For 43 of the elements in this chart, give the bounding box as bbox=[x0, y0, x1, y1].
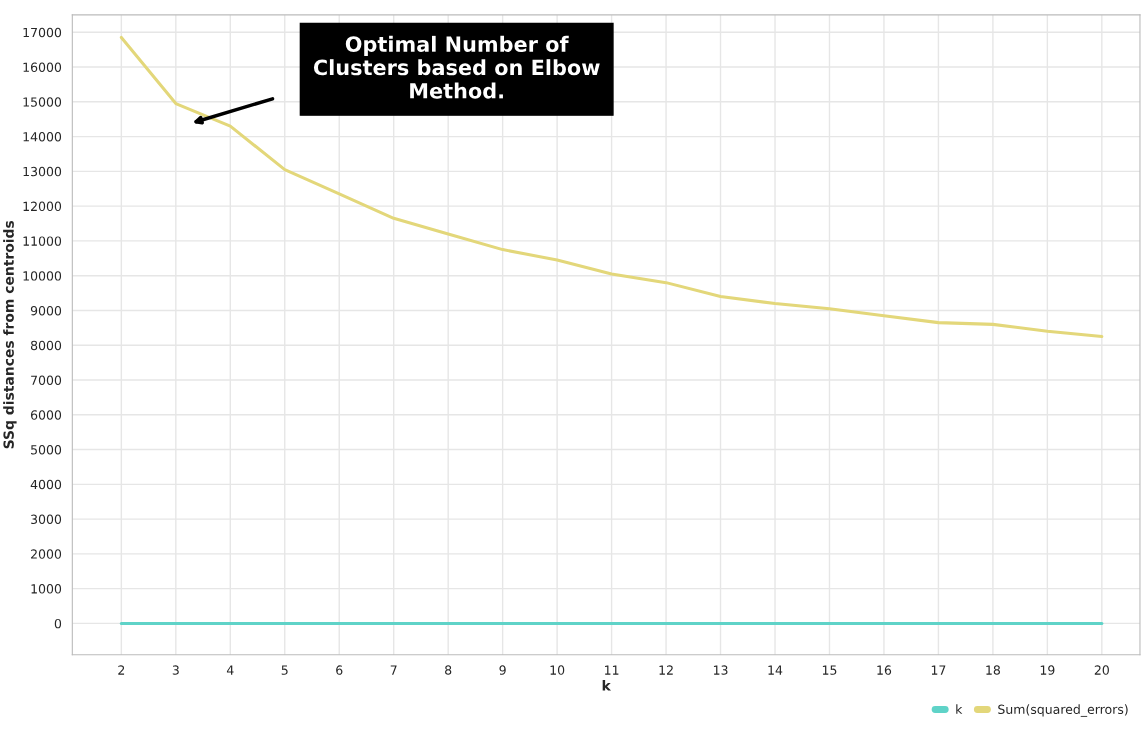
y-tick-label: 5000 bbox=[31, 445, 62, 455]
y-tick-label: 12000 bbox=[23, 201, 62, 212]
y-tick-label: 8000 bbox=[30, 340, 62, 351]
annotation: Optimal Number of Clusters based on Elbow Method. bbox=[313, 35, 600, 99]
x-tick-label: 16 bbox=[877, 665, 892, 675]
x-tick-label: 19 bbox=[1040, 665, 1055, 675]
y-tick-label: 9000 bbox=[30, 305, 62, 316]
x-tick-label: 5 bbox=[281, 665, 288, 675]
y-tick-label: 7000 bbox=[31, 375, 62, 385]
x-tick-label: 8 bbox=[445, 665, 452, 675]
x-tick-label: 18 bbox=[986, 665, 1000, 675]
x-tick-label: 10 bbox=[550, 665, 565, 675]
x-tick-label: 11 bbox=[605, 665, 619, 675]
y-tick-label: 13000 bbox=[23, 166, 62, 177]
y-tick-label: 6000 bbox=[30, 410, 62, 420]
y-tick-label: 15000 bbox=[23, 97, 62, 107]
x-tick-label: 4 bbox=[226, 665, 234, 675]
x-axis-title: k bbox=[602, 680, 612, 691]
x-tick-label: 12 bbox=[659, 665, 673, 675]
x-tick-label: 20 bbox=[1094, 665, 1109, 675]
y-tick-label: 4000 bbox=[30, 479, 62, 490]
x-tick-label: 14 bbox=[768, 665, 783, 675]
x-tick-label: 7 bbox=[390, 665, 397, 675]
y-tick-label: 10000 bbox=[23, 271, 62, 281]
y-tick-label: 16000 bbox=[23, 62, 62, 72]
y-tick-label: 17000 bbox=[23, 27, 62, 38]
x-tick-label: 6 bbox=[336, 665, 343, 675]
y-tick-label: 11000 bbox=[23, 236, 62, 246]
y-tick-label: 1000 bbox=[31, 584, 62, 594]
x-tick-label: 17 bbox=[931, 665, 946, 675]
x-tick-label: 2 bbox=[118, 665, 125, 675]
y-tick-label: 3000 bbox=[31, 514, 62, 525]
x-tick-label: 3 bbox=[172, 665, 179, 675]
legend-label: k bbox=[956, 704, 963, 714]
line-series bbox=[119, 35, 1104, 339]
y-axis-title: SSq distances from centroids bbox=[3, 220, 17, 449]
y-tick-label: 14000 bbox=[23, 132, 62, 142]
x-tick-label: 13 bbox=[713, 665, 728, 675]
y-tick-label: 0 bbox=[54, 618, 62, 629]
x-tick-label: 9 bbox=[499, 665, 506, 675]
y-tick-label: 2000 bbox=[31, 549, 62, 559]
x-tick-label: 15 bbox=[822, 665, 837, 675]
legend-label: Sum(squared_errors) bbox=[998, 704, 1128, 717]
